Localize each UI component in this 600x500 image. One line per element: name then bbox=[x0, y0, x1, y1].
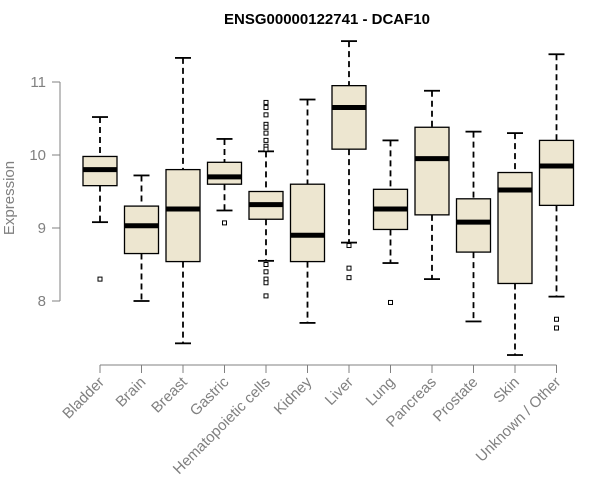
outlier-point bbox=[346, 243, 352, 249]
outlier-point bbox=[97, 276, 103, 282]
x-tick-label: Kidney bbox=[271, 373, 316, 418]
y-tick-label: 8 bbox=[38, 293, 46, 310]
outlier-point bbox=[222, 220, 227, 226]
box bbox=[206, 161, 243, 185]
outlier-point bbox=[263, 146, 269, 152]
outlier-point bbox=[263, 130, 269, 136]
outlier-point bbox=[263, 280, 269, 286]
x-tick-label: Lung bbox=[363, 374, 399, 410]
x-tick-label: Bladder bbox=[59, 374, 108, 423]
box-group bbox=[206, 138, 243, 226]
x-tick-label: Prostate bbox=[430, 374, 482, 426]
box-group bbox=[82, 116, 118, 282]
y-tick-label: 10 bbox=[29, 147, 46, 164]
outlier-point bbox=[263, 293, 269, 299]
outlier-point bbox=[346, 275, 352, 281]
x-tick-label: Liver bbox=[322, 374, 357, 409]
boxes bbox=[82, 40, 575, 356]
box-group bbox=[497, 132, 533, 356]
outlier-point bbox=[554, 325, 559, 331]
box-group bbox=[165, 57, 201, 345]
box-group bbox=[372, 139, 409, 305]
outlier-point bbox=[263, 269, 269, 275]
box bbox=[165, 168, 201, 263]
outlier-point bbox=[388, 299, 393, 305]
box bbox=[414, 126, 450, 216]
outlier-point bbox=[554, 316, 559, 322]
chart-title: ENSG00000122741 - DCAF10 bbox=[224, 11, 430, 28]
box bbox=[538, 139, 575, 207]
box bbox=[455, 198, 492, 253]
box-group bbox=[538, 53, 575, 331]
box-group bbox=[123, 174, 160, 302]
outlier-point bbox=[263, 262, 269, 267]
box bbox=[289, 183, 326, 263]
x-tick-label: Breast bbox=[148, 373, 191, 416]
outlier-point bbox=[263, 112, 269, 118]
y-axis-label: Expression bbox=[1, 161, 18, 235]
outlier-point bbox=[263, 137, 269, 143]
box-group bbox=[248, 99, 284, 299]
box bbox=[331, 85, 367, 150]
box-group bbox=[289, 98, 326, 324]
x-tick-label: Brain bbox=[113, 374, 150, 411]
outlier-point bbox=[263, 99, 269, 105]
box-group bbox=[331, 40, 367, 281]
box-group bbox=[455, 130, 492, 323]
y-tick-label: 11 bbox=[30, 74, 46, 91]
outlier-point bbox=[263, 105, 269, 111]
outlier-point bbox=[263, 124, 269, 130]
box-group bbox=[414, 89, 450, 281]
box bbox=[123, 205, 160, 255]
outlier-point bbox=[346, 265, 352, 271]
y-tick-label: 9 bbox=[38, 220, 46, 237]
x-tick-label: Skin bbox=[490, 374, 523, 407]
